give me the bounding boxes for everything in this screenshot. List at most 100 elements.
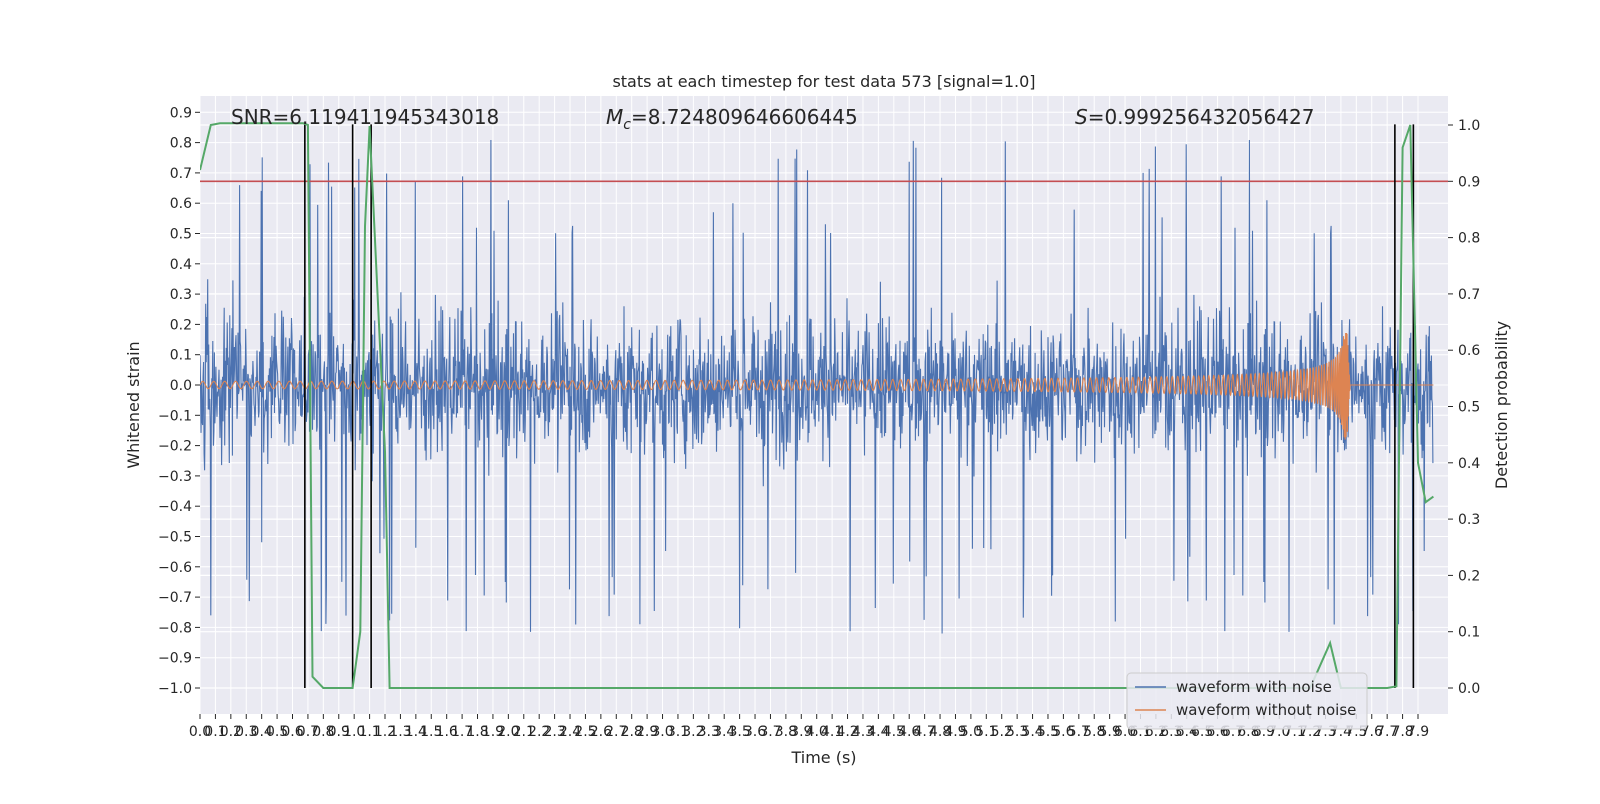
y2-tick-label: 0.6 (1458, 343, 1480, 359)
y-tick-label: −0.5 (158, 530, 192, 546)
y-tick-label: −1.0 (158, 681, 192, 697)
chirp-mass-symbol: M (606, 105, 623, 129)
x-tick-label: 0.5 (266, 724, 288, 740)
x-tick-label: 7.7 (1376, 724, 1398, 740)
x-tick-label: 4.2 (836, 724, 858, 740)
x-tick-label: 3.2 (682, 724, 704, 740)
chart-title: stats at each timestep for test data 573… (612, 72, 1035, 91)
y-tick-label: 0.1 (170, 348, 192, 364)
x-tick-label: 3.1 (667, 724, 689, 740)
x-tick-label: 1.7 (451, 724, 473, 740)
x-tick-label: 0.3 (235, 724, 257, 740)
y-tick-label: 0.4 (170, 257, 192, 273)
y-tick-label: 0.3 (170, 287, 192, 303)
x-tick-label: 5.2 (991, 724, 1013, 740)
chirp-mass-annotation: Mc=8.724809646606445 (606, 105, 858, 133)
y-tick-label: 0.6 (170, 196, 192, 212)
y-tick-label: −0.6 (158, 560, 192, 576)
x-tick-label: 4.4 (867, 724, 889, 740)
x-tick-label: 4.8 (929, 724, 951, 740)
x-tick-label: 2.1 (513, 724, 535, 740)
y2-tick-label: 0.3 (1458, 512, 1480, 528)
y-tick-label: −0.3 (158, 469, 192, 485)
x-tick-label: 1.8 (466, 724, 488, 740)
chirp-mass-value: =8.724809646606445 (631, 105, 858, 129)
x-ticks: 0.00.10.20.30.40.50.60.70.80.91.01.11.21… (189, 714, 1429, 740)
x-tick-label: 5.0 (960, 724, 982, 740)
x-tick-label: 3.3 (698, 724, 720, 740)
y2-tick-label: 0.7 (1458, 287, 1480, 303)
x-tick-label: 2.9 (636, 724, 658, 740)
x-tick-label: 3.9 (790, 724, 812, 740)
x-tick-label: 3.6 (744, 724, 766, 740)
x-tick-label: 4.5 (883, 724, 905, 740)
x-tick-label: 2.8 (621, 724, 643, 740)
y2-tick-label: 0.0 (1458, 681, 1480, 697)
x-tick-label: 2.3 (543, 724, 565, 740)
y-tick-label: −0.1 (158, 408, 192, 424)
x-tick-label: 0.7 (297, 724, 319, 740)
clean-waveform-line (200, 332, 1434, 440)
legend-box (1126, 672, 1368, 730)
y-tick-label: 0.9 (170, 105, 192, 121)
x-tick-label: 1.9 (482, 724, 504, 740)
y2-axis-label: Detection probability (1492, 321, 1511, 489)
legend: waveform with noise waveform without noi… (1126, 672, 1368, 730)
probability-series (200, 122, 1434, 689)
noise-waveform-line (200, 139, 1434, 634)
x-tick-label: 5.8 (1083, 724, 1105, 740)
y-tick-label: −0.7 (158, 590, 192, 606)
x-tick-label: 5.4 (1021, 724, 1043, 740)
y-axis-label: Whitened strain (124, 341, 143, 468)
y-tick-label: −0.9 (158, 651, 192, 667)
x-tick-label: 3.8 (775, 724, 797, 740)
x-tick-label: 0.0 (189, 724, 211, 740)
x-tick-label: 5.6 (1052, 724, 1074, 740)
s-value: =0.999256432056427 (1088, 105, 1315, 129)
y-tick-label: −0.4 (158, 499, 192, 515)
probability-line (200, 122, 1434, 689)
x-tick-label: 4.0 (806, 724, 828, 740)
x-tick-label: 1.5 (420, 724, 442, 740)
x-tick-label: 0.1 (204, 724, 226, 740)
y-tick-label: 0.0 (170, 378, 192, 394)
x-tick-label: 5.1 (975, 724, 997, 740)
x-tick-label: 4.1 (821, 724, 843, 740)
x-tick-label: 4.6 (898, 724, 920, 740)
x-tick-label: 2.5 (574, 724, 596, 740)
x-tick-label: 1.1 (358, 724, 380, 740)
snr-annotation: SNR=6.119411945343018 (231, 105, 499, 129)
y-tick-label: 0.7 (170, 166, 192, 182)
x-tick-label: 5.3 (1006, 724, 1028, 740)
y-tick-label: 0.5 (170, 227, 192, 243)
x-tick-label: 7.9 (1407, 724, 1429, 740)
y2-tick-label: 0.1 (1458, 625, 1480, 641)
y2-tick-label: 0.9 (1458, 174, 1480, 190)
x-tick-label: 3.4 (713, 724, 735, 740)
chirp-series (200, 332, 1434, 440)
x-tick-label: 0.6 (281, 724, 303, 740)
y-tick-label: 0.8 (170, 136, 192, 152)
x-tick-label: 5.9 (1099, 724, 1121, 740)
x-tick-label: 1.3 (389, 724, 411, 740)
x-tick-label: 0.9 (328, 724, 350, 740)
y2-tick-label: 0.2 (1458, 568, 1480, 584)
x-tick-label: 2.4 (559, 724, 581, 740)
x-tick-label: 3.7 (759, 724, 781, 740)
x-tick-label: 1.4 (405, 724, 427, 740)
x-tick-label: 2.0 (497, 724, 519, 740)
chirp-mass-subscript: c (623, 117, 631, 133)
x-tick-label: 4.3 (852, 724, 874, 740)
x-tick-label: 1.2 (374, 724, 396, 740)
y2-ticks: 1.0 0.9 0.8 0.7 0.6 0.5 0.4 0.3 0.2 0.1 0.0 (1448, 118, 1480, 697)
s-annotation: S=0.999256432056427 (1075, 105, 1314, 129)
x-tick-label: 2.6 (590, 724, 612, 740)
x-tick-label: 3.5 (728, 724, 750, 740)
legend-label-noise: waveform with noise (1176, 678, 1332, 696)
x-tick-label: 0.8 (312, 724, 334, 740)
x-tick-label: 3.0 (651, 724, 673, 740)
x-tick-label: 2.7 (605, 724, 627, 740)
x-tick-label: 0.2 (220, 724, 242, 740)
